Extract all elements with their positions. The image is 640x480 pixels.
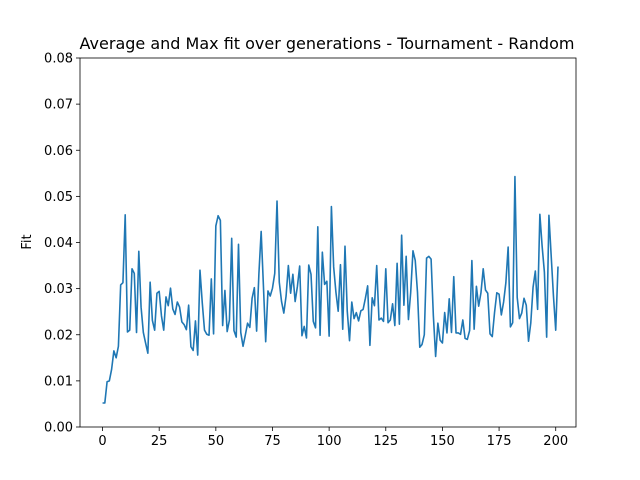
y-tick-label: 0.07 (44, 98, 73, 113)
x-tick-label: 150 (430, 434, 455, 449)
y-tick-label: 0.08 (44, 52, 73, 67)
series-line (102, 175, 559, 404)
plot-area-frame (79, 57, 577, 428)
x-tick-label: 75 (264, 434, 281, 449)
x-tick-label: 50 (208, 434, 225, 449)
y-tick-label: 0.05 (44, 190, 73, 205)
y-tick-label: 0.01 (44, 374, 73, 389)
y-axis-ticks: 0.00 0.01 0.02 0.03 0.04 0.05 0.06 0.07 0.08 (44, 52, 80, 436)
y-tick-label: 0.04 (44, 236, 73, 251)
x-axis-ticks: 0 25 50 75 100 125 150 175 200 (98, 427, 568, 449)
y-axis-label: Fit (20, 234, 35, 249)
x-tick-label: 25 (151, 434, 168, 449)
x-tick-label: 100 (317, 434, 342, 449)
y-tick-label: 0.02 (44, 328, 73, 343)
x-tick-label: 200 (543, 434, 568, 449)
x-tick-label: 0 (98, 434, 106, 449)
chart-title: Average and Max fit over generations - T… (80, 34, 575, 53)
y-tick-label: 0.00 (44, 421, 73, 436)
y-tick-label: 0.06 (44, 144, 73, 159)
x-tick-label: 125 (373, 434, 398, 449)
x-tick-label: 175 (487, 434, 512, 449)
y-tick-label: 0.03 (44, 282, 73, 297)
